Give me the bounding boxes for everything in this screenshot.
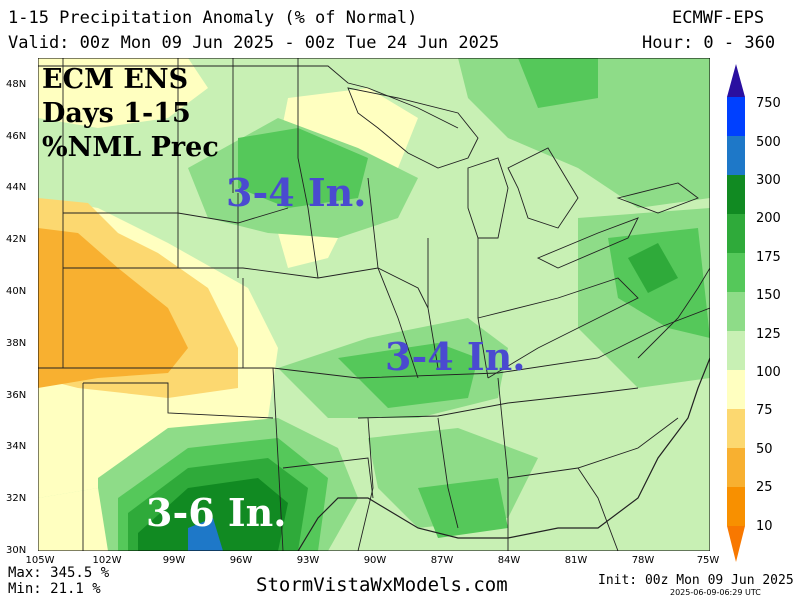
legend-label-10: 10 <box>756 519 773 534</box>
rainfall-note-ohio-valley: 3-4 In. <box>385 334 526 379</box>
anomaly-75-northwest <box>38 58 208 128</box>
legend-label-125: 125 <box>756 327 781 342</box>
lon-label-93w: 93W <box>296 555 320 566</box>
anomaly-150-central <box>338 343 478 408</box>
forecast-hour-range: Hour: 0 - 360 <box>642 33 776 53</box>
max-value: Max: 345.5 % <box>8 565 110 581</box>
legend-swatch <box>727 253 745 292</box>
lon-label-105w: 105W <box>25 555 55 566</box>
overlay-prec-label: %NML Prec <box>42 132 219 163</box>
lon-label-102w: 102W <box>92 555 122 566</box>
anomaly-150-north <box>518 58 598 108</box>
precipitation-map <box>38 58 710 551</box>
lat-label-32n: 32N <box>6 493 27 504</box>
legend-swatch <box>727 370 745 409</box>
legend-cap-top <box>727 64 745 97</box>
legend-swatch <box>727 487 745 526</box>
lon-label-99w: 99W <box>162 555 186 566</box>
chart-title: 1-15 Precipitation Anomaly (% of Normal) <box>8 8 418 28</box>
lon-label-78w: 78W <box>631 555 655 566</box>
lake-erie <box>536 217 639 269</box>
lat-label-40n: 40N <box>6 286 27 297</box>
legend-label-750: 750 <box>756 96 781 111</box>
lon-label-90w: 90W <box>363 555 387 566</box>
lat-label-44n: 44N <box>6 182 27 193</box>
lat-label-48n: 48N <box>6 79 27 90</box>
lon-label-81w: 81W <box>564 555 588 566</box>
timestamp: 2025-06-09-06:29 UTC <box>670 588 761 597</box>
legend-swatch <box>727 292 745 331</box>
anomaly-300-south <box>188 518 223 551</box>
overlay-model-label: ECM ENS <box>42 64 189 95</box>
lon-label-84w: 84W <box>497 555 521 566</box>
legend-label-175: 175 <box>756 250 781 265</box>
legend-label-100: 100 <box>756 365 781 380</box>
lat-label-30n: 30N <box>6 545 27 556</box>
init-time: Init: 00z Mon 09 Jun 2025 <box>598 573 794 588</box>
lat-label-46n: 46N <box>6 131 27 142</box>
anomaly-150-upper-midwest <box>238 128 368 208</box>
map-canvas <box>38 58 710 551</box>
anomaly-150-southeast <box>418 478 508 538</box>
state-borders <box>38 58 710 551</box>
anomaly-125-northeast <box>458 58 710 208</box>
legend-label-75: 75 <box>756 403 773 418</box>
lat-label-36n: 36N <box>6 390 27 401</box>
color-legend <box>727 64 745 562</box>
legend-boxes <box>727 97 745 526</box>
min-value: Min: 21.1 % <box>8 581 101 597</box>
valid-period: Valid: 00z Mon 09 Jun 2025 - 00z Tue 24 … <box>8 33 500 53</box>
legend-swatch <box>727 331 745 370</box>
overlay-days-label: Days 1-15 <box>42 98 191 129</box>
legend-swatch <box>727 136 745 175</box>
lake-huron <box>507 147 579 229</box>
legend-label-50: 50 <box>756 442 773 457</box>
anomaly-200-south <box>138 478 288 551</box>
lat-label-42n: 42N <box>6 234 27 245</box>
legend-label-200: 200 <box>756 211 781 226</box>
lon-label-96w: 96W <box>229 555 253 566</box>
legend-label-500: 500 <box>756 135 781 150</box>
model-name: ECMWF-EPS <box>672 8 765 28</box>
coastline <box>297 357 710 551</box>
lake-ontario <box>616 182 699 214</box>
lat-label-34n: 34N <box>6 441 27 452</box>
lake-superior <box>347 87 479 169</box>
legend-swatch <box>727 214 745 253</box>
lat-label-38n: 38N <box>6 338 27 349</box>
anomaly-175-east <box>628 243 678 293</box>
lon-label-75w: 75W <box>696 555 720 566</box>
legend-label-25: 25 <box>756 480 773 495</box>
rainfall-note-upper-midwest: 3-4 In. <box>226 170 367 215</box>
legend-swatch <box>727 175 745 214</box>
site-credit: StormVistaWxModels.com <box>256 574 508 596</box>
legend-swatch <box>727 409 745 448</box>
lon-label-87w: 87W <box>430 555 454 566</box>
legend-swatch <box>727 448 745 487</box>
legend-swatch <box>727 97 745 136</box>
legend-label-300: 300 <box>756 173 781 188</box>
canada-border <box>38 65 459 129</box>
east-coast-north <box>637 267 710 359</box>
lake-michigan <box>467 157 509 239</box>
rainfall-note-texas: 3-6 In. <box>146 490 287 535</box>
legend-cap-bottom <box>727 526 745 562</box>
legend-label-150: 150 <box>756 288 781 303</box>
anomaly-75-southwest <box>38 488 108 551</box>
